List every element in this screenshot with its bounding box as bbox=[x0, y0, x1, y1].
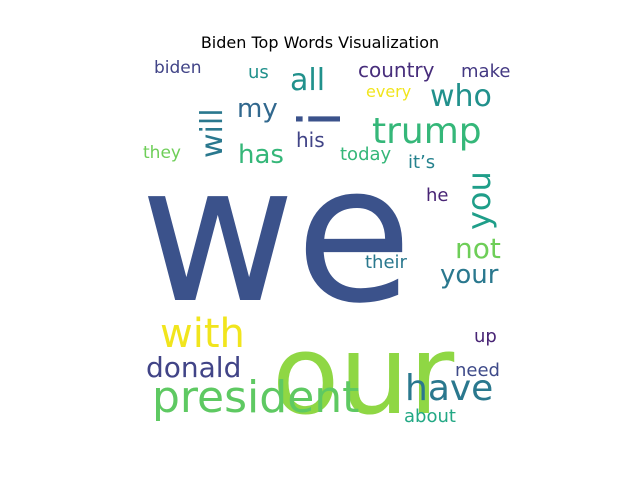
word-today: today bbox=[340, 144, 392, 165]
word-us: us bbox=[248, 62, 269, 83]
word-all: all bbox=[290, 63, 325, 98]
word-has: has bbox=[238, 140, 284, 170]
word-up: up bbox=[474, 326, 497, 347]
word-need: need bbox=[455, 360, 500, 381]
word-its: it’s bbox=[408, 152, 435, 173]
chart-title: Biden Top Words Visualization bbox=[200, 33, 440, 52]
word-his: his bbox=[296, 128, 325, 152]
word-our: our bbox=[272, 311, 455, 439]
word-biden: biden bbox=[154, 58, 202, 78]
word-i: i bbox=[286, 111, 354, 127]
word-president: president bbox=[152, 372, 359, 423]
word-you: you bbox=[460, 171, 498, 230]
word-they: they bbox=[143, 143, 181, 163]
word-make: make bbox=[461, 61, 510, 82]
word-with: with bbox=[160, 311, 245, 357]
word-my: my bbox=[237, 94, 278, 124]
word-your: your bbox=[440, 260, 499, 290]
word-who: who bbox=[430, 79, 492, 114]
word-have: have bbox=[405, 368, 493, 409]
word-their: their bbox=[365, 252, 408, 273]
word-not: not bbox=[455, 232, 501, 265]
word-country: country bbox=[358, 58, 435, 82]
word-about: about bbox=[404, 406, 456, 427]
word-every: every bbox=[366, 82, 411, 101]
word-will: will bbox=[195, 108, 230, 158]
word-donald: donald bbox=[146, 351, 241, 384]
word-he: he bbox=[426, 185, 448, 206]
word-we: we bbox=[140, 124, 412, 345]
word-trump: trump bbox=[372, 111, 482, 152]
